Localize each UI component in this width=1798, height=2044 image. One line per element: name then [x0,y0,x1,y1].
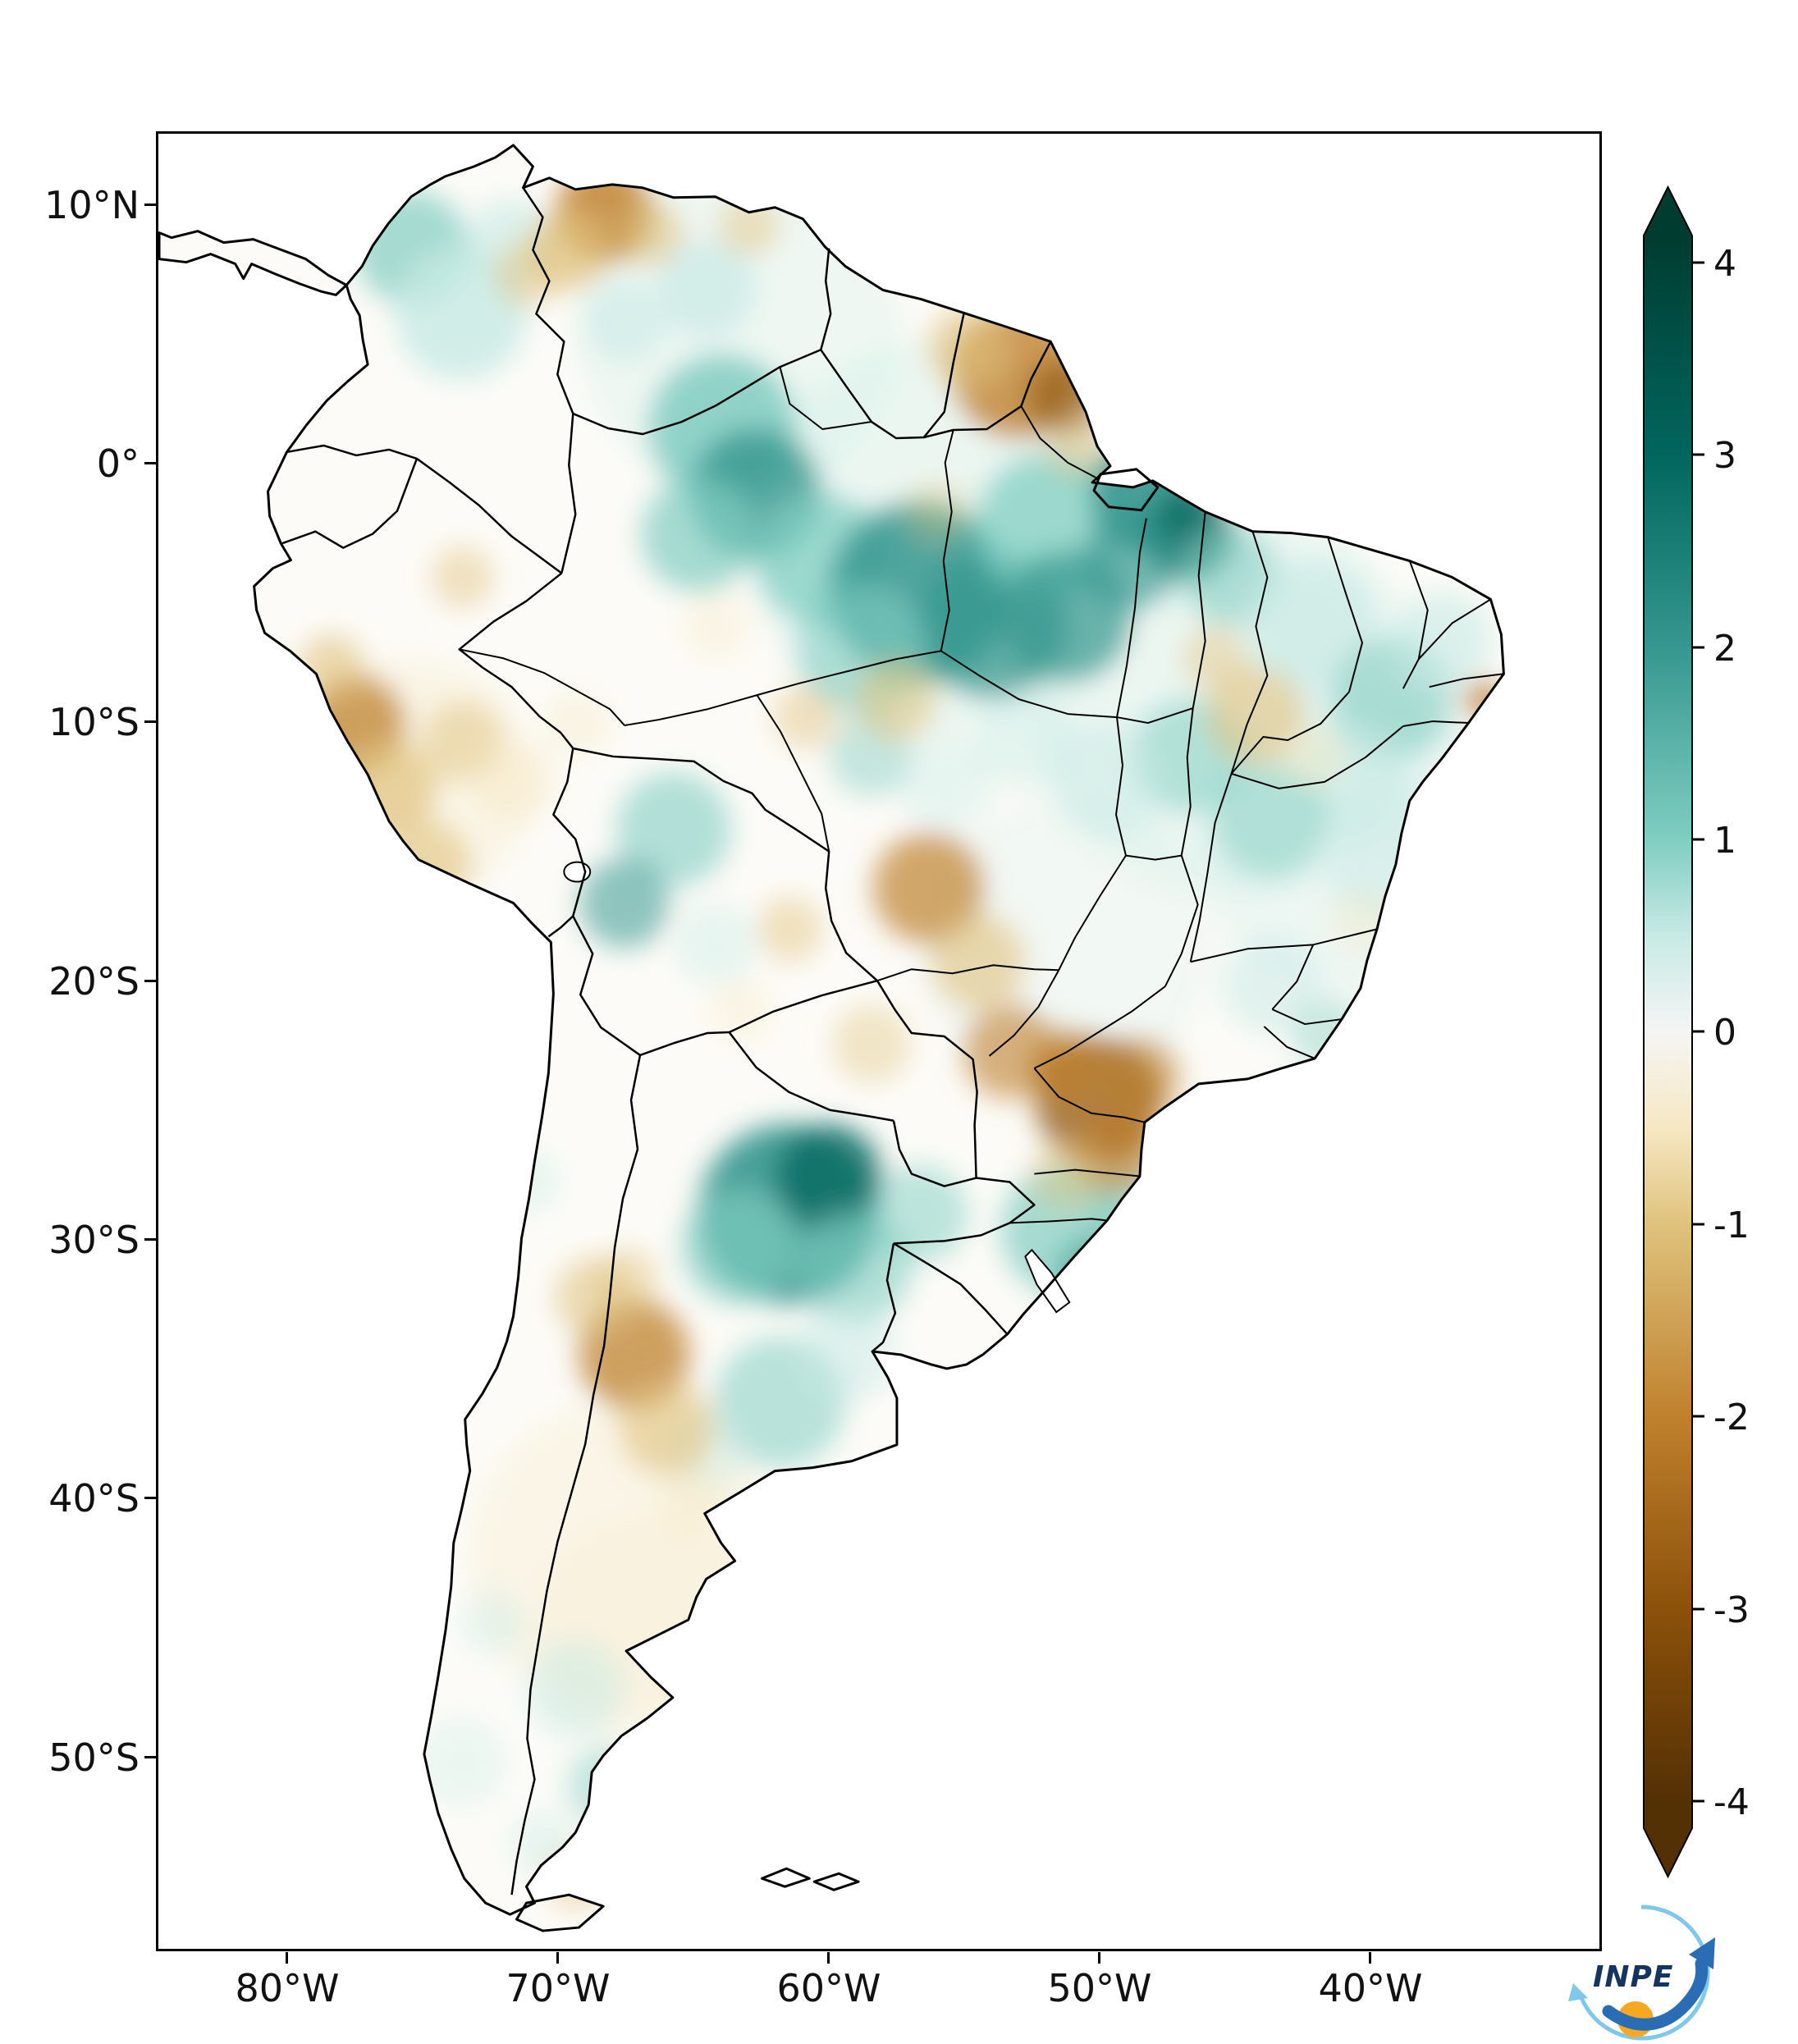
y-tick-label: 30°S [48,1218,140,1262]
x-tick-label: 60°W [776,1966,881,2010]
y-tick-mark [144,1238,156,1241]
coastline [158,144,1505,1932]
logo-blue-arrowhead [1689,1937,1715,1969]
y-tick-mark [144,980,156,982]
inpe-logo-graphic: INPE [1568,1905,1715,2041]
colorbar-tick-label: -2 [1713,1397,1750,1438]
logo-swirl-arc [1577,1905,1710,2041]
x-tick-label: 70°W [506,1966,611,2010]
y-tick-mark [144,720,156,723]
colorbar-tick-label: 2 [1713,628,1736,670]
y-tick-label: 40°S [48,1476,140,1520]
island-path [760,1867,811,1888]
x-tick-mark [827,1952,830,1964]
y-tick-mark [144,203,156,206]
y-tick-label: 50°S [48,1735,140,1780]
colorbar-tick-label: 3 [1713,435,1736,477]
map-plot-area: INPE [156,131,1715,2041]
island-path-2 [812,1872,860,1891]
logo-swirl-arrowhead [1568,1983,1588,2001]
south-america-map [158,144,1505,1932]
y-tick-mark [144,1497,156,1499]
tierra-del-fuego-path [515,1893,605,1932]
x-tick-mark [1369,1952,1371,1964]
logo-text: INPE [1593,1960,1674,1994]
colorbar-tick-marks [1692,261,1704,1803]
y-tick-label: 0° [96,441,140,486]
marajo-island-path [1092,468,1160,512]
mainland-coastline-path [253,144,1505,1916]
country-borders [281,187,1052,1895]
state-borders [459,366,1504,1224]
panama-coastline-path [158,230,348,296]
colorbar: 4 3 2 1 0 -1 -2 -3 -4 [1643,185,1750,1879]
y-tick-label: 10°S [48,700,140,744]
x-tick-label: 80°W [235,1966,340,2010]
colorbar-tick-label: 0 [1713,1012,1736,1054]
y-tick-mark [144,1756,156,1758]
y-tick-label: 10°N [44,183,140,227]
logo-blue-arrow [1602,1957,1709,2031]
inpe-logo: INPE [1563,1895,1727,2044]
y-tick-mark [144,462,156,464]
x-tick-mark [556,1952,559,1964]
y-tick-label: 20°S [48,959,140,1004]
colorbar-tick-labels: 4 3 2 1 0 -1 -2 -3 -4 [1713,243,1750,1823]
x-tick-label: 40°W [1318,1966,1423,2010]
x-tick-label: 50°W [1047,1966,1152,2010]
x-tick-mark [286,1952,288,1964]
colorbar-gradient-bar [1643,185,1693,1879]
colorbar-tick-label: 1 [1713,820,1736,862]
x-tick-mark [1098,1952,1100,1964]
colorbar-tick-label: -1 [1713,1205,1750,1246]
colorbar-tick-label: 4 [1713,243,1736,285]
colorbar-tick-label: -4 [1713,1781,1750,1823]
colorbar-tick-label: -3 [1713,1589,1750,1631]
